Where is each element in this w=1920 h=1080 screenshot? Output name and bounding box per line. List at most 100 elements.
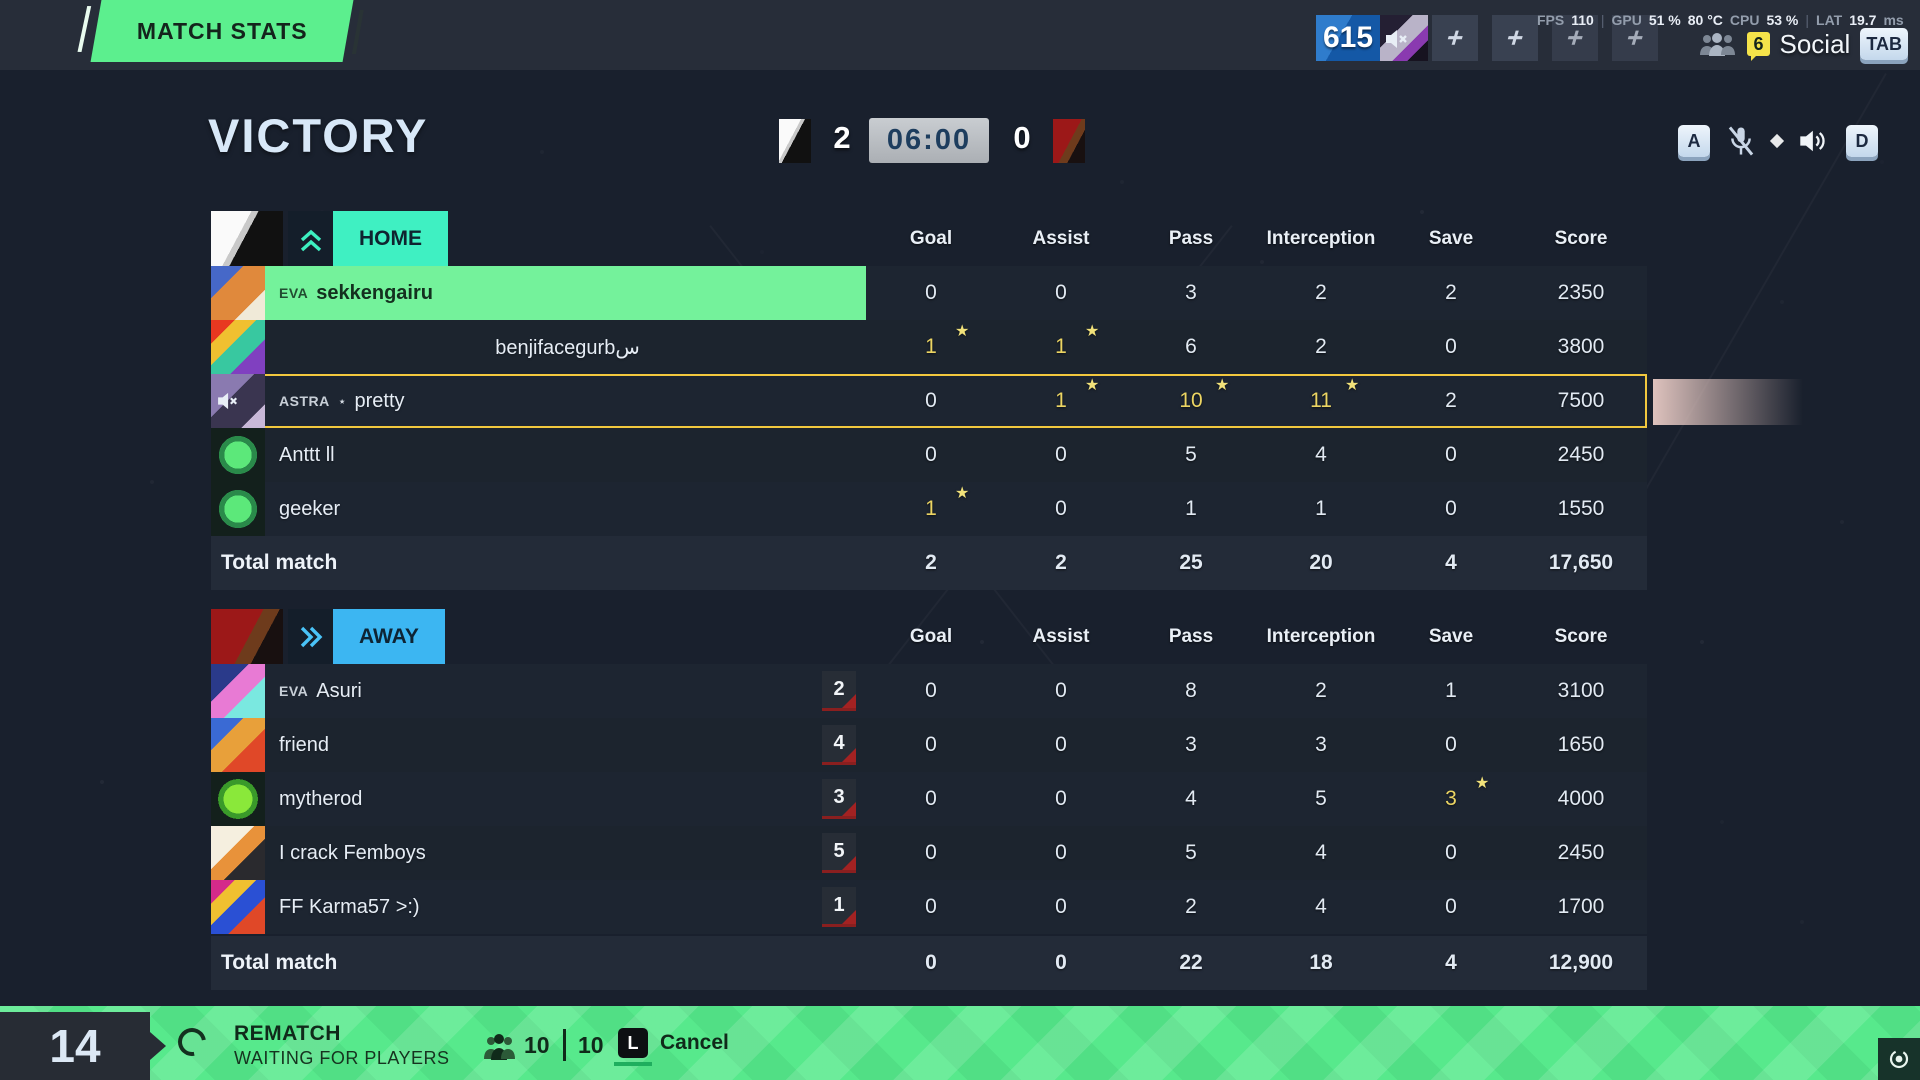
stat-cell: 0 bbox=[866, 718, 996, 772]
match-stats-banner: MATCH STATS bbox=[90, 0, 354, 62]
pretty-avatar bbox=[211, 374, 265, 428]
column-header-label: Assist bbox=[1032, 227, 1090, 249]
stat-value: 0 bbox=[925, 443, 937, 466]
player-row-benjifacegurb-[interactable]: benjifacegurbس 1 ★ 1 ★ 6 2 0 3800 bbox=[211, 320, 1647, 374]
home-team-flag-large bbox=[211, 211, 283, 266]
total-stat-cell: 0 bbox=[996, 936, 1126, 990]
latency-value: 19.7 bbox=[1849, 12, 1877, 28]
stat-cell: 10 ★ bbox=[1126, 374, 1256, 428]
cancel-keycap[interactable]: L bbox=[618, 1028, 648, 1058]
player-row-mytherod[interactable]: mytherod 3 0 0 4 5 3 ★ 4000 bbox=[211, 772, 1647, 826]
stat-cell: 4 bbox=[1256, 880, 1386, 934]
total-stat-cell: 2 bbox=[996, 536, 1126, 590]
player-name: friend bbox=[279, 733, 330, 756]
stat-value: 0 bbox=[1055, 443, 1067, 466]
home-total-label: Total match bbox=[221, 551, 338, 574]
stat-value: 3800 bbox=[1557, 335, 1605, 358]
stat-cell: 0 bbox=[996, 428, 1126, 482]
cpu-value: 53 % bbox=[1766, 12, 1799, 28]
player-row-sekkengairu[interactable]: EVA sekkengairu 0 0 3 2 2 2350 bbox=[211, 266, 1647, 320]
gpu-temp: 80 °C bbox=[1687, 12, 1723, 28]
a-keycap[interactable]: A bbox=[1678, 125, 1710, 157]
total-stat-value: 4 bbox=[1445, 951, 1457, 974]
stat-value: 1650 bbox=[1557, 733, 1605, 756]
countdown-block: 14 bbox=[0, 1012, 150, 1080]
stat-value: 2 bbox=[1185, 895, 1197, 918]
party-slot-button[interactable]: + bbox=[1612, 15, 1658, 61]
divider: | bbox=[1805, 12, 1810, 28]
stat-cell: 4 bbox=[1256, 826, 1386, 880]
anime-avatar bbox=[211, 826, 265, 880]
stat-value: 4 bbox=[1315, 443, 1327, 466]
player-row-i-crack-femboys[interactable]: I crack Femboys 5 0 0 5 4 0 2450 bbox=[211, 826, 1647, 880]
total-stat-value: 20 bbox=[1309, 551, 1333, 574]
stat-value: 4000 bbox=[1557, 787, 1605, 810]
stat-value: 0 bbox=[1055, 787, 1067, 810]
column-header-score: Score bbox=[1516, 609, 1646, 664]
stat-cell: 0 bbox=[1386, 428, 1516, 482]
mic-muted-icon[interactable] bbox=[1726, 125, 1756, 157]
player-row-geeker[interactable]: geeker 1 ★ 0 1 1 0 1550 bbox=[211, 482, 1647, 536]
player-row-anttt-ll[interactable]: Anttt ll 0 0 5 4 0 2450 bbox=[211, 428, 1647, 482]
divider: | bbox=[1600, 12, 1605, 28]
player-row-ff-karma57-[interactable]: FF Karma57 >:) 1 0 0 2 4 0 1700 bbox=[211, 880, 1647, 934]
stat-value: 6 bbox=[1185, 335, 1197, 358]
refresh-button[interactable] bbox=[1878, 1038, 1920, 1080]
stat-value: 1 bbox=[925, 335, 937, 358]
social-panel-toggle[interactable]: 6 Social TAB bbox=[1697, 28, 1908, 61]
total-stat-value: 2 bbox=[1055, 551, 1067, 574]
stat-cell: 1550 bbox=[1516, 482, 1646, 536]
away-player-rows: EVA Asuri 2 0 0 8 2 1 3100 friend 4 0 0 3 3 0 1650 myther… bbox=[211, 664, 1647, 934]
player-row-friend[interactable]: friend 4 0 0 3 3 0 1650 bbox=[211, 718, 1647, 772]
player-name: mytherod bbox=[279, 787, 363, 810]
best-stat-star-icon: ★ bbox=[1345, 377, 1360, 394]
column-header-label: Pass bbox=[1168, 227, 1214, 249]
player-avatar-hud[interactable] bbox=[1380, 15, 1428, 61]
stat-cell: 3100 bbox=[1516, 664, 1646, 718]
stat-value: 0 bbox=[1055, 895, 1067, 918]
stat-cell: 3 bbox=[1126, 266, 1256, 320]
player-row-pretty[interactable]: ASTRA ⋆ pretty 0 1 ★ 10 ★ 11 ★ 2 7500 bbox=[211, 374, 1647, 428]
speaker-on-icon[interactable] bbox=[1798, 126, 1830, 156]
fairy-avatar bbox=[211, 664, 265, 718]
cancel-button[interactable]: Cancel bbox=[660, 1031, 729, 1054]
stat-cell: 2450 bbox=[1516, 826, 1646, 880]
total-stat-cell: 18 bbox=[1256, 936, 1386, 990]
stat-value: 3100 bbox=[1557, 679, 1605, 702]
stat-cell: 2 bbox=[1256, 664, 1386, 718]
column-header-assist: Assist bbox=[996, 211, 1126, 266]
stat-cell: 0 bbox=[996, 482, 1126, 536]
stat-value: 0 bbox=[1055, 841, 1067, 864]
total-stat-value: 17,650 bbox=[1548, 551, 1614, 574]
stat-cell: 0 bbox=[866, 772, 996, 826]
gpu-value: 51 % bbox=[1648, 12, 1681, 28]
stat-cell: 2450 bbox=[1516, 428, 1646, 482]
players-ready-icon bbox=[484, 1034, 515, 1060]
fps-value: 110 bbox=[1571, 12, 1594, 28]
total-stat-value: 22 bbox=[1179, 951, 1203, 974]
stat-cell: 0 bbox=[1386, 320, 1516, 374]
stat-value: 2 bbox=[1445, 389, 1457, 412]
stat-value: 0 bbox=[1445, 841, 1457, 864]
party-slot-button[interactable]: + bbox=[1432, 15, 1478, 61]
players-total-count: 10 bbox=[578, 1032, 604, 1058]
star-dot bbox=[1840, 520, 1844, 524]
player-stats: 0 0 3 3 0 1650 bbox=[866, 718, 1646, 772]
player-row-asuri[interactable]: EVA Asuri 2 0 0 8 2 1 3100 bbox=[211, 664, 1647, 718]
away-score: 0 bbox=[1013, 120, 1031, 155]
cancel-key-underline bbox=[614, 1062, 652, 1066]
best-stat-star-icon: ★ bbox=[1215, 377, 1230, 394]
party-slot-button[interactable]: + bbox=[1552, 15, 1598, 61]
stat-cell: 1 ★ bbox=[996, 320, 1126, 374]
d-keycap[interactable]: D bbox=[1846, 125, 1878, 157]
column-header-label: Goal bbox=[909, 625, 953, 647]
stat-cell: 0 bbox=[1386, 880, 1516, 934]
stat-cell: 0 bbox=[866, 266, 996, 320]
countdown-value: 14 bbox=[49, 1020, 101, 1072]
party-slot-button[interactable]: + bbox=[1492, 15, 1538, 61]
home-score: 2 bbox=[833, 120, 851, 155]
best-stat-star-icon: ★ bbox=[1085, 377, 1100, 394]
star-dot bbox=[540, 150, 544, 154]
stat-cell: 0 bbox=[1386, 718, 1516, 772]
stat-cell: 0 bbox=[866, 428, 996, 482]
